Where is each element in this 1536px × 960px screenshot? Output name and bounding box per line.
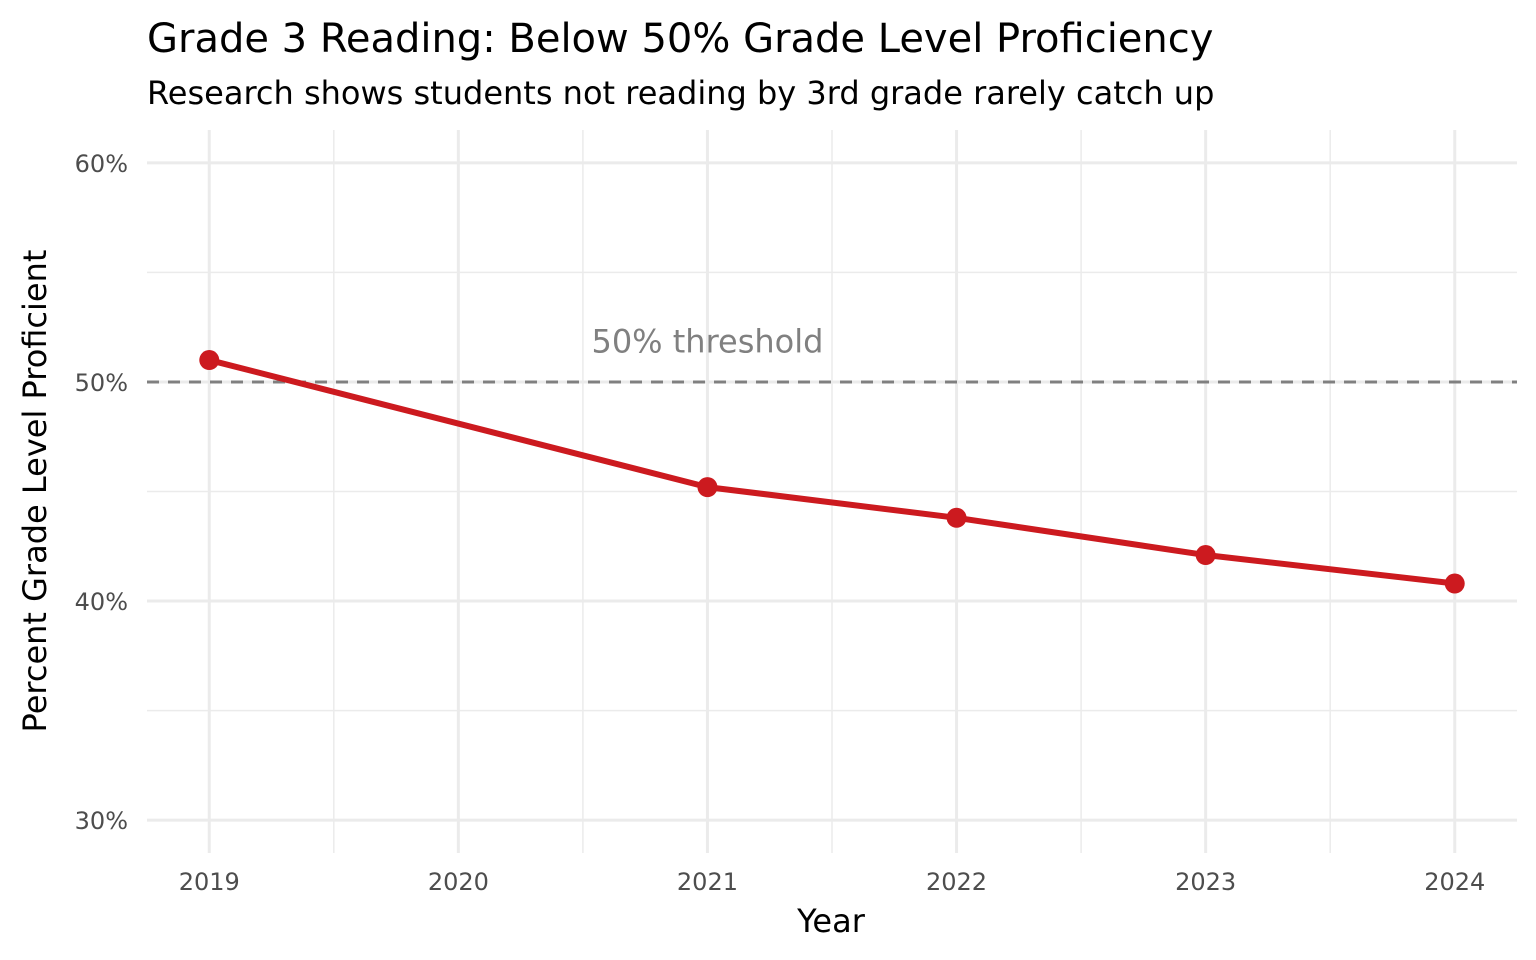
x-axis-label: Year — [796, 902, 866, 940]
x-tick-label: 2019 — [179, 868, 240, 896]
data-point — [1195, 545, 1216, 566]
chart-subtitle: Research shows students not reading by 3… — [147, 74, 1214, 112]
chart-title: Grade 3 Reading: Below 50% Grade Level P… — [147, 16, 1213, 62]
data-point — [946, 507, 967, 528]
x-tick-label: 2022 — [926, 868, 987, 896]
threshold-annotation: 50% threshold — [591, 322, 823, 360]
x-tick-label: 2021 — [677, 868, 738, 896]
y-tick-label: 40% — [75, 588, 128, 616]
y-axis-ticks: 30% 40% 50% 60% — [75, 150, 128, 835]
data-point — [1444, 573, 1465, 594]
grid — [147, 130, 1517, 853]
data-point — [697, 477, 718, 498]
x-tick-label: 2024 — [1424, 868, 1485, 896]
x-tick-label: 2020 — [428, 868, 489, 896]
series-group — [199, 350, 1465, 594]
x-tick-label: 2023 — [1175, 868, 1236, 896]
y-axis-label: Percent Grade Level Proficient — [16, 250, 54, 733]
y-tick-label: 30% — [75, 807, 128, 835]
x-axis-ticks: 2019 2020 2021 2022 2023 2024 — [179, 868, 1486, 896]
data-point — [199, 350, 220, 371]
y-tick-label: 50% — [75, 369, 128, 397]
y-tick-label: 60% — [75, 150, 128, 178]
